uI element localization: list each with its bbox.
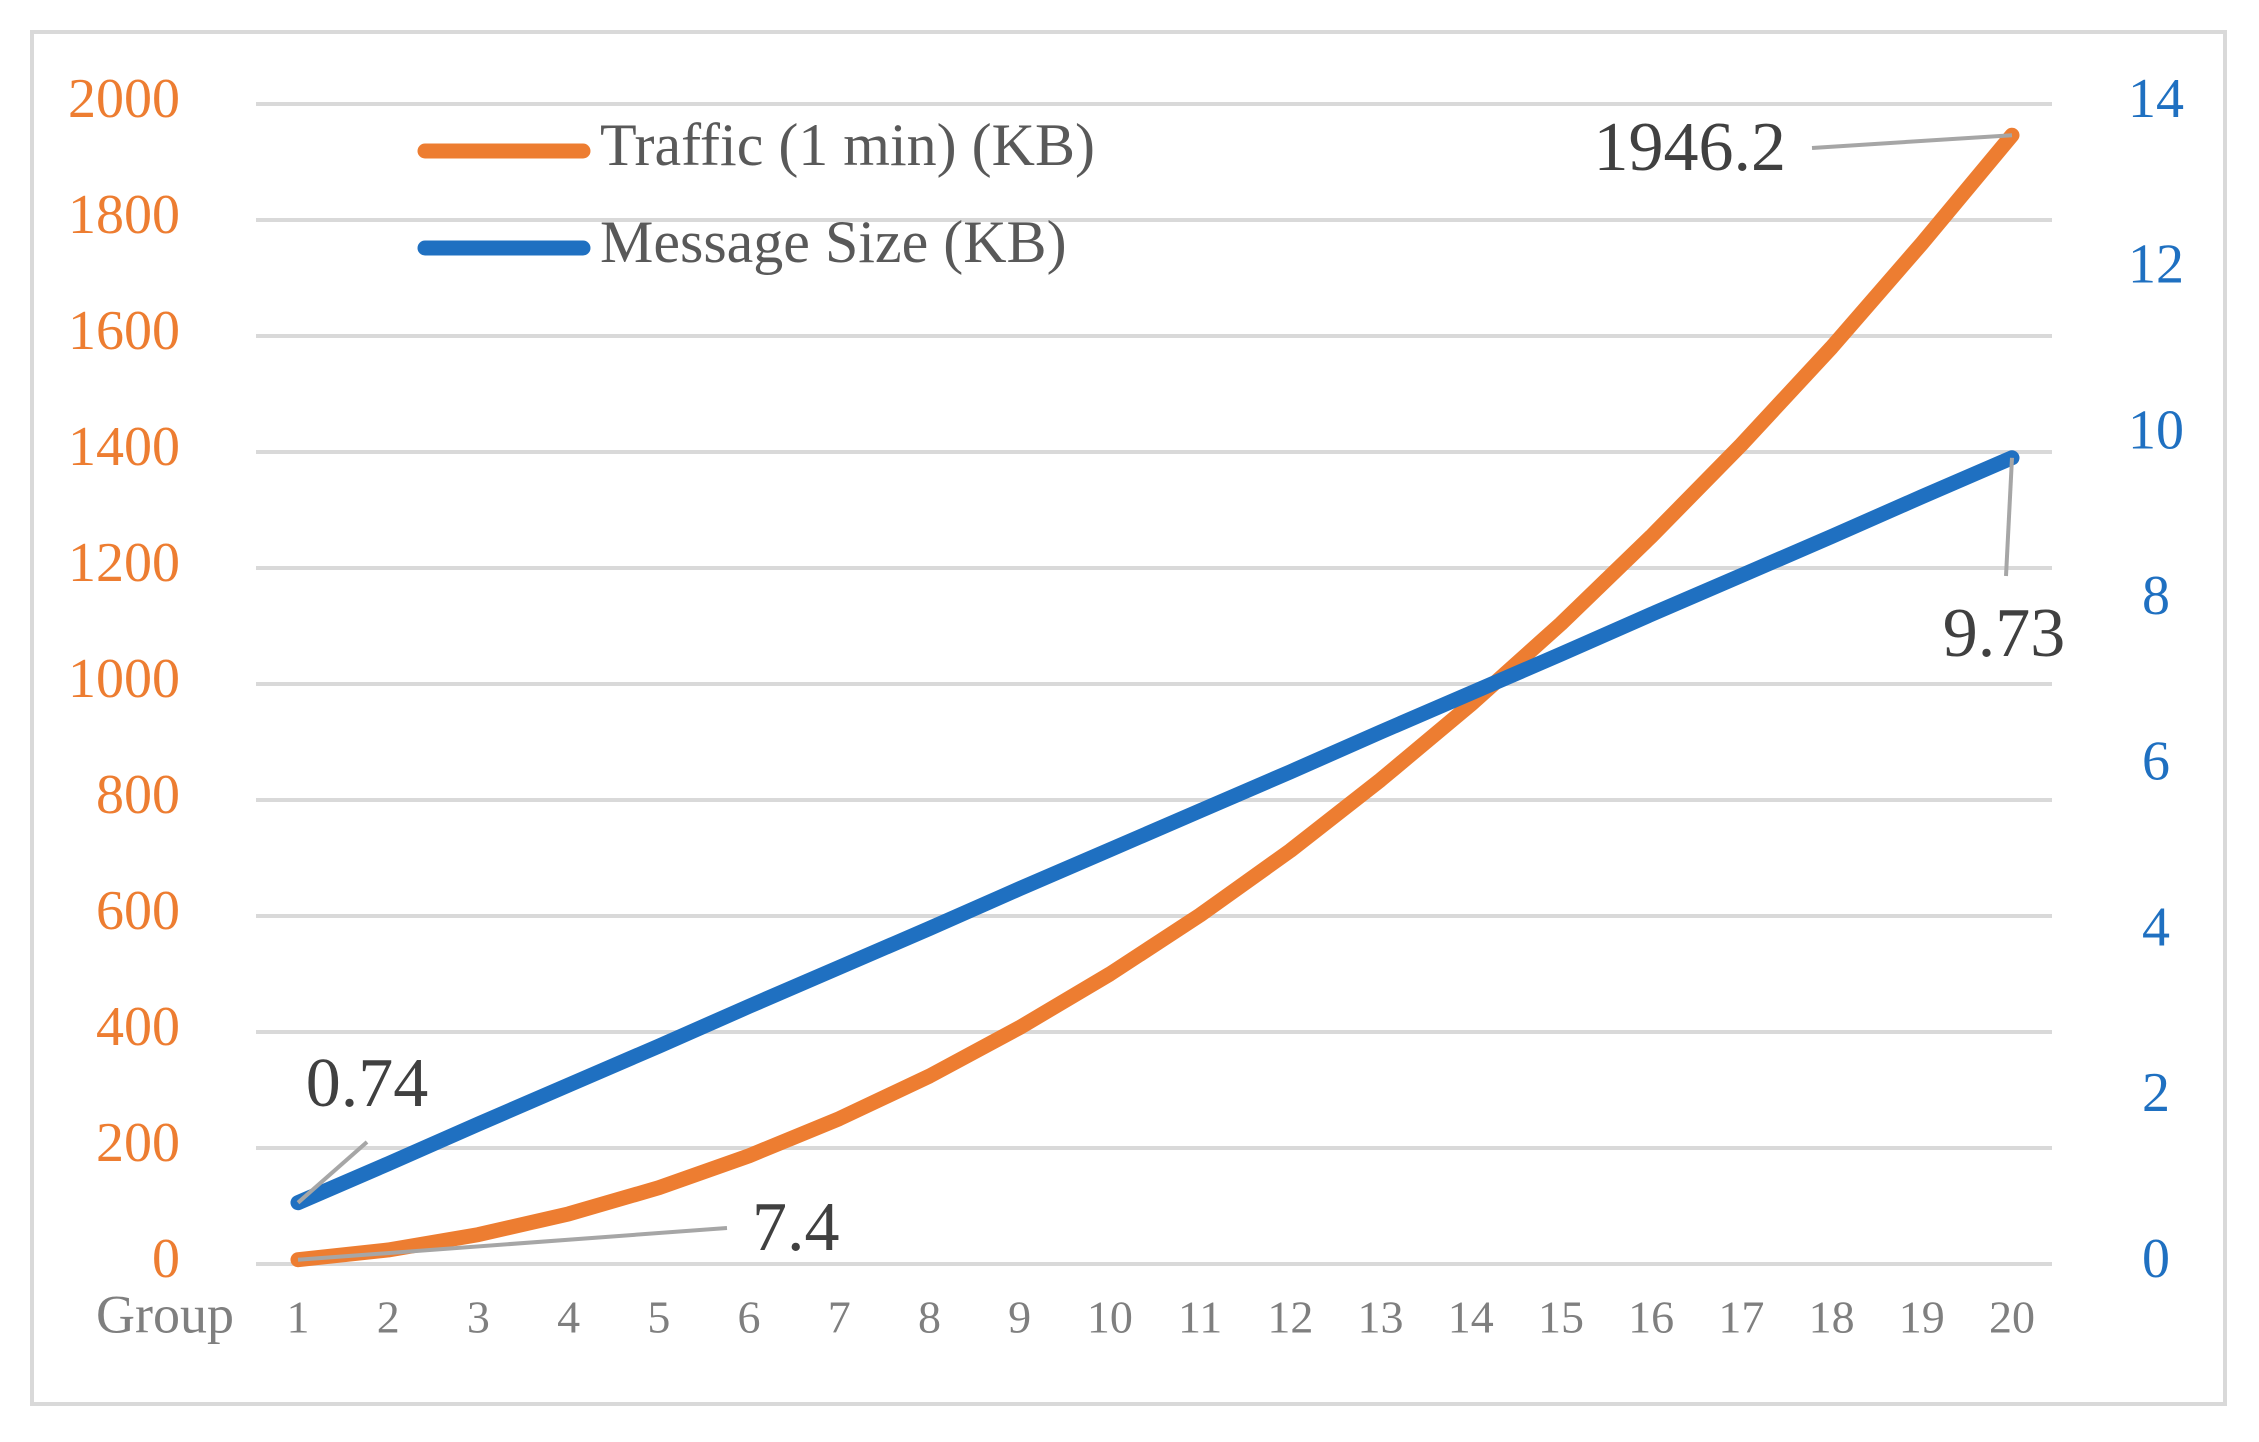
- y-tick-label: 1800: [68, 184, 180, 246]
- x-tick-label: 20: [1989, 1292, 2035, 1343]
- series-line: [290, 127, 2020, 1268]
- x-tick-label: 12: [1267, 1292, 1313, 1343]
- x-tick-label: 6: [738, 1292, 761, 1343]
- y-tick-label: 1000: [68, 648, 180, 710]
- x-tick-label: 15: [1538, 1292, 1584, 1343]
- x-tick-label: 16: [1628, 1292, 1674, 1343]
- chart-border: [30, 30, 2227, 1406]
- y2-tick-label: 12: [2128, 234, 2184, 296]
- x-axis-label: Group: [96, 1284, 234, 1344]
- y2-tick-label: 2: [2142, 1062, 2170, 1124]
- x-tick-label: 2: [377, 1292, 400, 1343]
- y2-tick-label: 14: [2128, 68, 2184, 130]
- x-tick-label: 10: [1087, 1292, 1133, 1343]
- x-tick-label: 13: [1358, 1292, 1404, 1343]
- y-tick-label: 400: [96, 996, 180, 1058]
- y2-tick-label: 8: [2142, 565, 2170, 627]
- y-tick-label: 200: [96, 1112, 180, 1174]
- x-tick-label: 17: [1718, 1292, 1764, 1343]
- x-tick-label: 11: [1178, 1292, 1222, 1343]
- y-tick-label: 1600: [68, 300, 180, 362]
- leader-line: [296, 1140, 369, 1205]
- data-label: 0.74: [306, 1045, 429, 1122]
- x-tick-label: 1: [287, 1292, 310, 1343]
- y-tick-label: 600: [96, 880, 180, 942]
- x-tick-label: 18: [1809, 1292, 1855, 1343]
- leader-line: [1811, 133, 2013, 150]
- data-label: 1946.2: [1594, 109, 1787, 186]
- x-tick-label: 14: [1448, 1292, 1494, 1343]
- y-tick-label: 1400: [68, 416, 180, 478]
- x-tick-label: 3: [467, 1292, 490, 1343]
- leader-line: [2004, 457, 2014, 577]
- series-line: [290, 450, 2020, 1211]
- x-tick-label: 5: [647, 1292, 670, 1343]
- y-tick-label: 1200: [68, 532, 180, 594]
- x-tick-label: 19: [1899, 1292, 1945, 1343]
- leader-line: [297, 1226, 728, 1262]
- y2-tick-label: 10: [2128, 399, 2184, 461]
- y2-tick-label: 6: [2142, 731, 2170, 793]
- y2-tick-label: 4: [2142, 896, 2170, 958]
- y2-tick-label: 0: [2142, 1228, 2170, 1290]
- x-tick-label: 7: [828, 1292, 851, 1343]
- data-label: 9.73: [1943, 595, 2066, 672]
- legend-label: Traffic (1 min) (KB): [600, 112, 1095, 178]
- x-tick-label: 8: [918, 1292, 941, 1343]
- data-label: 7.4: [752, 1189, 840, 1266]
- x-tick-label: 9: [1008, 1292, 1031, 1343]
- x-tick-label: 4: [557, 1292, 580, 1343]
- y-tick-label: 2000: [68, 68, 180, 130]
- y-tick-label: 0: [152, 1228, 180, 1290]
- y-tick-label: 800: [96, 764, 180, 826]
- legend-label: Message Size (KB): [600, 209, 1067, 275]
